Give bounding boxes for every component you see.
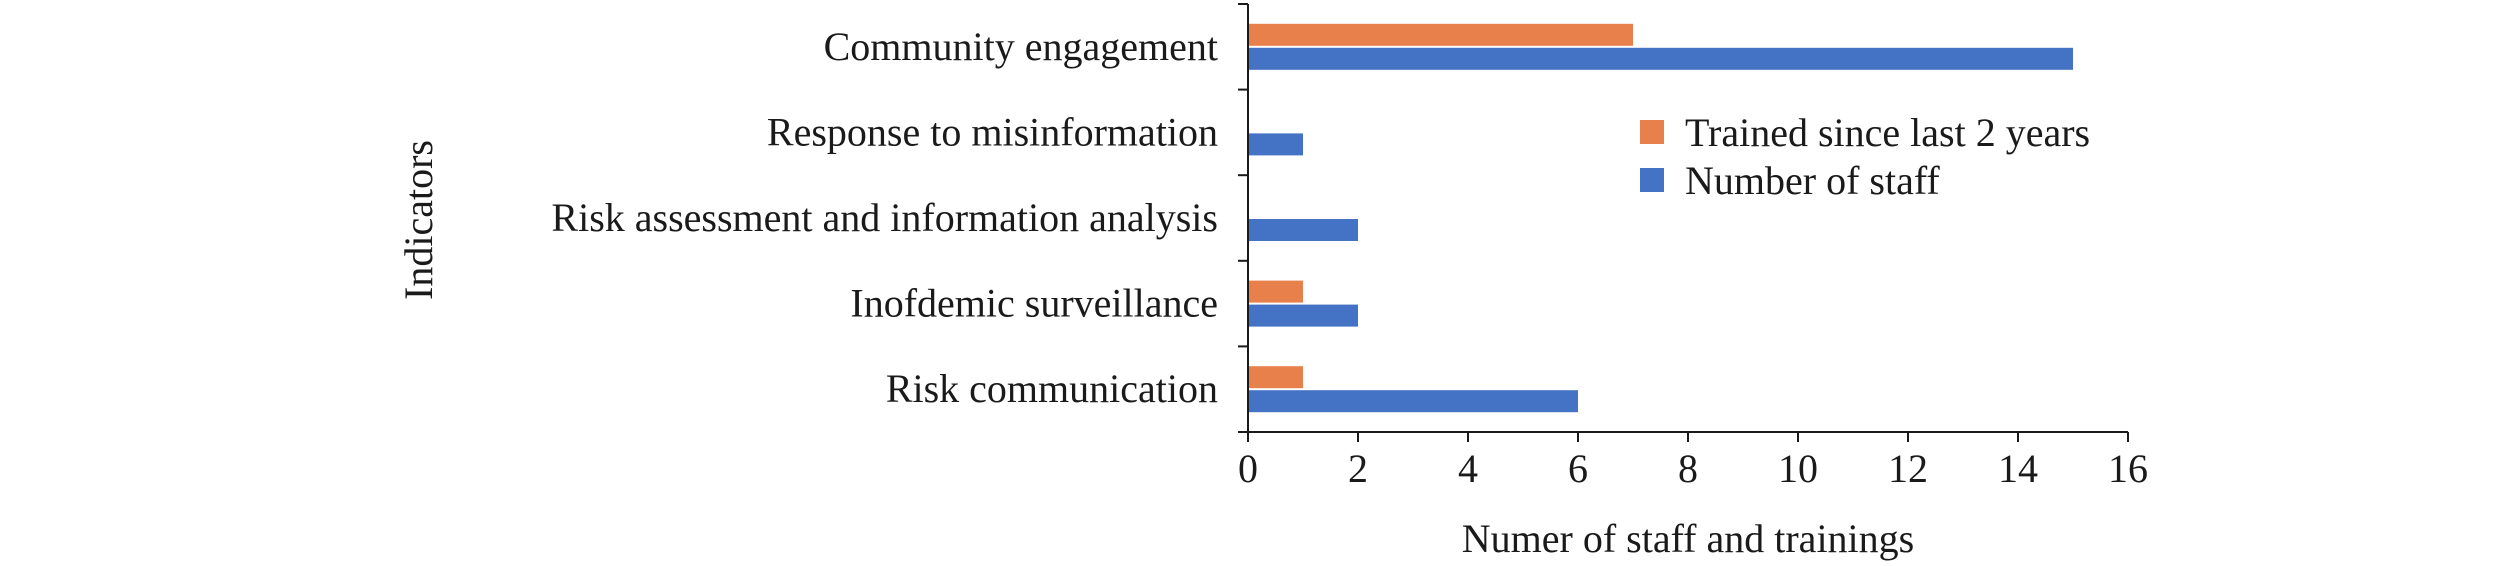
x-tick-label: 6 [1568, 446, 1588, 491]
category-label: Inofdemic surveillance [850, 281, 1218, 326]
x-tick-label: 16 [2108, 446, 2148, 491]
x-tick-label: 10 [1778, 446, 1818, 491]
x-tick-label: 2 [1348, 446, 1368, 491]
bar-staff [1248, 304, 1358, 327]
category-label: Community engagement [824, 24, 1218, 69]
category-label: Response to misinformation [767, 109, 1218, 154]
category-label: Risk communication [886, 366, 1218, 411]
bar-staff [1248, 133, 1303, 156]
ticks-group: 0 2 4 6 8 10 12 14 16 [1238, 3, 2148, 491]
x-tick-label: 14 [1998, 446, 2038, 491]
bar-trained [1248, 366, 1303, 389]
x-tick-label: 12 [1888, 446, 1928, 491]
category-labels: Community engagement Response to misinfor… [551, 24, 1218, 411]
x-axis-title: Numer of staff and trainings [1462, 516, 1914, 561]
category-label: Risk assessment and information analysis [551, 195, 1218, 240]
x-tick-label: 0 [1238, 446, 1258, 491]
legend-label: Number of staff [1685, 158, 1940, 203]
bar-staff [1248, 219, 1358, 241]
y-axis-title: Indicators [396, 140, 441, 300]
bar-staff [1248, 390, 1578, 413]
bar-trained [1248, 280, 1303, 303]
bar-staff [1248, 47, 2073, 70]
legend-swatch [1640, 168, 1664, 192]
x-tick-label: 4 [1458, 446, 1478, 491]
bars-group [1248, 23, 2073, 413]
legend-label: Trained since last 2 years [1685, 110, 2090, 155]
bar-trained [1248, 23, 1633, 46]
legend-swatch [1640, 120, 1664, 144]
x-tick-label: 8 [1678, 446, 1698, 491]
